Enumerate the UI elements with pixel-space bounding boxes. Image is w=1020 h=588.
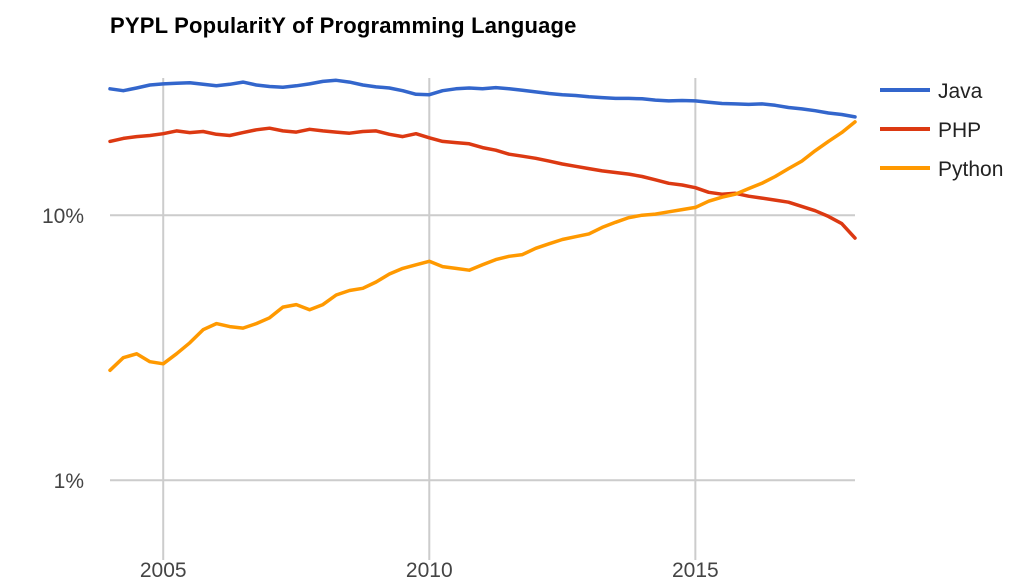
legend-label-java: Java	[938, 80, 983, 103]
legend-label-python: Python	[938, 158, 1003, 181]
series-line-php	[108, 126, 857, 240]
x-tick-label: 2010	[406, 559, 453, 582]
series-line-python	[108, 120, 857, 373]
y-tick-label: 10%	[42, 205, 84, 228]
x-tick-label: 2005	[140, 559, 187, 582]
series-line-java	[108, 78, 857, 119]
y-tick-label: 1%	[54, 470, 84, 493]
chart-title: PYPL PopularitY of Programming Language	[110, 13, 577, 38]
series-lines	[108, 78, 857, 373]
legend: Java PHP Python	[880, 80, 1003, 181]
grid	[110, 78, 855, 560]
x-tick-label: 2015	[672, 559, 719, 582]
tick-labels: 2005 2010 2015 1% 10%	[42, 205, 719, 582]
legend-label-php: PHP	[938, 119, 981, 142]
